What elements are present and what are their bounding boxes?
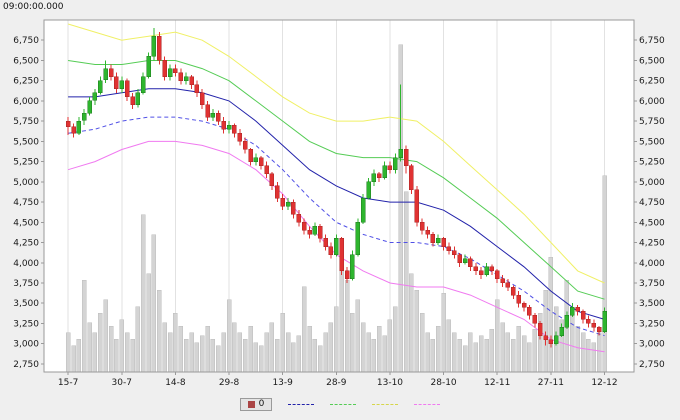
svg-text:6,500: 6,500 xyxy=(639,56,665,66)
svg-text:5,000: 5,000 xyxy=(13,178,39,188)
svg-text:3,000: 3,000 xyxy=(639,340,665,350)
chart-legend: 0 xyxy=(0,394,680,414)
svg-text:30-7: 30-7 xyxy=(112,378,132,388)
plot-border xyxy=(43,19,635,373)
y-axis-right: 2,750 3,000 3,250 3,500 3,750 4,000 4,250 4,500… xyxy=(634,36,665,370)
svg-text:4,000: 4,000 xyxy=(639,259,665,269)
overlay-lower-band-1sigma xyxy=(68,116,605,337)
clock-readout: 09:00:00.000 xyxy=(3,2,64,12)
svg-text:13-10: 13-10 xyxy=(377,378,403,388)
svg-text:4,250: 4,250 xyxy=(13,239,39,249)
svg-text:14-8: 14-8 xyxy=(165,378,186,388)
x-axis: 15-7 30-7 14-8 29-8 13-9 28-9 13-10 28-10 12-11 2… xyxy=(58,372,618,388)
svg-text:6,750: 6,750 xyxy=(13,36,39,46)
svg-text:3,750: 3,750 xyxy=(13,279,39,289)
overlay-upper-band-2sigma xyxy=(67,23,605,284)
svg-text:6,250: 6,250 xyxy=(639,77,665,87)
y-axis-left: 2,750 3,000 3,250 3,500 3,750 4,000 4,250 4,500… xyxy=(13,36,44,370)
svg-text:4,750: 4,750 xyxy=(639,198,665,208)
svg-text:4,500: 4,500 xyxy=(13,218,39,228)
svg-text:4,250: 4,250 xyxy=(639,239,665,249)
svg-text:3,250: 3,250 xyxy=(639,319,665,329)
legend-line-swatches xyxy=(288,403,441,405)
svg-text:2,750: 2,750 xyxy=(639,360,665,370)
svg-text:28-10: 28-10 xyxy=(431,378,457,388)
svg-text:12-11: 12-11 xyxy=(484,378,510,388)
svg-text:3,000: 3,000 xyxy=(13,340,39,350)
svg-text:3,750: 3,750 xyxy=(639,279,665,289)
legend-item-label: 0 xyxy=(258,398,265,409)
svg-text:5,500: 5,500 xyxy=(639,137,665,147)
svg-text:13-9: 13-9 xyxy=(272,378,293,388)
svg-text:6,750: 6,750 xyxy=(639,36,665,46)
svg-text:4,500: 4,500 xyxy=(639,218,665,228)
svg-text:5,250: 5,250 xyxy=(13,158,39,168)
svg-text:12-12: 12-12 xyxy=(591,378,617,388)
svg-text:6,250: 6,250 xyxy=(13,77,39,87)
svg-text:6,000: 6,000 xyxy=(13,97,39,107)
svg-text:5,750: 5,750 xyxy=(13,117,39,127)
svg-text:28-9: 28-9 xyxy=(326,378,347,388)
svg-text:5,500: 5,500 xyxy=(13,137,39,147)
svg-text:6,500: 6,500 xyxy=(13,56,39,66)
svg-text:3,500: 3,500 xyxy=(639,299,665,309)
legend-line-ma-line[interactable] xyxy=(288,403,315,405)
svg-text:3,250: 3,250 xyxy=(13,319,39,329)
legend-line-lower-band-2sigma[interactable] xyxy=(414,403,441,405)
svg-text:15-7: 15-7 xyxy=(58,378,78,388)
legend-line-upper-band-2sigma[interactable] xyxy=(372,403,399,405)
svg-text:27-11: 27-11 xyxy=(538,378,564,388)
legend-item-series-0[interactable]: 0 xyxy=(239,397,273,411)
svg-text:4,750: 4,750 xyxy=(13,198,39,208)
svg-text:29-8: 29-8 xyxy=(219,378,240,388)
overlay-ma-line xyxy=(68,88,605,320)
svg-text:3,500: 3,500 xyxy=(13,299,39,309)
series-0-swatch-icon xyxy=(247,400,255,408)
legend-line-upper-band-1sigma[interactable] xyxy=(330,403,357,405)
svg-text:5,000: 5,000 xyxy=(639,178,665,188)
svg-text:6,000: 6,000 xyxy=(639,97,665,107)
svg-text:4,000: 4,000 xyxy=(13,259,39,269)
svg-text:5,250: 5,250 xyxy=(639,158,665,168)
candlestick-series xyxy=(65,28,607,348)
svg-text:2,750: 2,750 xyxy=(13,360,39,370)
svg-text:5,750: 5,750 xyxy=(639,117,665,127)
